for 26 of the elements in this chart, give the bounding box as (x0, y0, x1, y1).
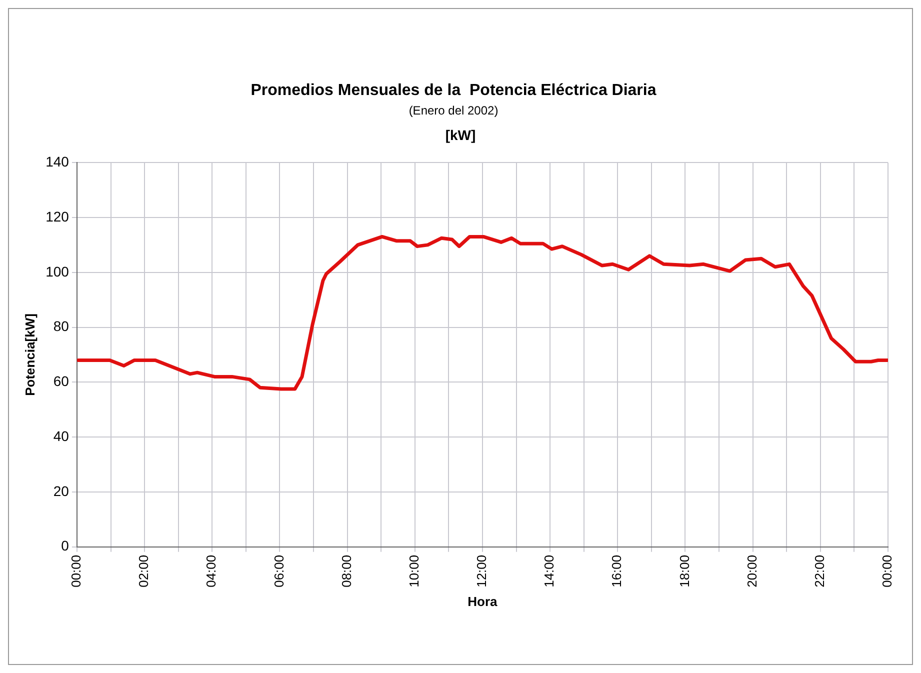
y-tick-label: 140 (46, 153, 70, 170)
x-tick-label: 10:00 (406, 554, 422, 588)
x-tick-label: 00:00 (68, 554, 84, 588)
x-tick-label: 06:00 (271, 554, 286, 588)
x-tick-label: 20:00 (744, 554, 760, 588)
chart-subtitle: (Enero del 2002) (408, 104, 498, 118)
y-tick-label: 0 (61, 538, 70, 554)
y-tick-label: 100 (46, 263, 70, 280)
y-axis-title: Potencia[kW] (22, 314, 38, 396)
y-tick-label: 40 (53, 428, 70, 444)
y-tick-label: 20 (53, 482, 70, 499)
chart-title: Promedios Mensuales de la Potencia Eléctrica Diaria (250, 82, 656, 100)
x-tick-label: 12:00 (474, 554, 490, 588)
x-tick-label: 22:00 (812, 554, 827, 588)
x-tick-label: 02:00 (136, 554, 152, 588)
x-tick-label: 04:00 (204, 554, 219, 588)
x-tick-label: 00:00 (880, 554, 895, 588)
x-axis-title: Hora (468, 594, 498, 609)
x-tick-label: 08:00 (338, 554, 354, 588)
x-tick-label: 14:00 (542, 554, 557, 588)
x-tick-label: 18:00 (676, 554, 692, 588)
text: [kW] (445, 126, 476, 143)
y-tick-label: 60 (53, 373, 70, 390)
y-tick-label: 80 (53, 318, 70, 334)
x-tick-label: 16:00 (609, 554, 624, 588)
y-tick-label: 120 (46, 208, 70, 224)
